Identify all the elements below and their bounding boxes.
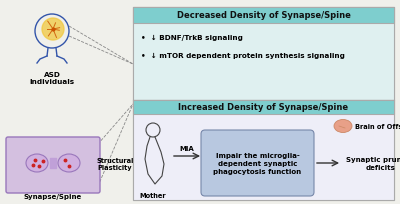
- Ellipse shape: [26, 154, 48, 172]
- Text: Decreased Density of Synapse/Spine: Decreased Density of Synapse/Spine: [176, 11, 350, 20]
- Text: •  ↓ BDNF/TrkB signaling: • ↓ BDNF/TrkB signaling: [141, 35, 243, 41]
- FancyBboxPatch shape: [133, 101, 394, 114]
- FancyBboxPatch shape: [6, 137, 100, 193]
- Text: Structural
Plasticity: Structural Plasticity: [96, 158, 134, 171]
- Text: •  ↓ mTOR dependent protein synthesis signaling: • ↓ mTOR dependent protein synthesis sig…: [141, 53, 345, 59]
- Text: Brain of Offspring: Brain of Offspring: [355, 123, 400, 129]
- Text: Increased Density of Synapse/Spine: Increased Density of Synapse/Spine: [178, 103, 348, 112]
- Text: Mother: Mother: [140, 192, 166, 198]
- Text: Synaptic pruning
deficits: Synaptic pruning deficits: [346, 156, 400, 170]
- Text: ASD
Individuals: ASD Individuals: [30, 72, 74, 85]
- FancyBboxPatch shape: [133, 101, 394, 200]
- FancyBboxPatch shape: [133, 8, 394, 101]
- Circle shape: [42, 19, 64, 41]
- FancyBboxPatch shape: [201, 130, 314, 196]
- FancyBboxPatch shape: [133, 8, 394, 200]
- Text: Synapse/Spine: Synapse/Spine: [24, 193, 82, 199]
- Text: MIA: MIA: [180, 145, 194, 151]
- Ellipse shape: [58, 154, 80, 172]
- FancyBboxPatch shape: [133, 8, 394, 24]
- Ellipse shape: [334, 120, 352, 133]
- Text: Impair the microglia-
dependent synaptic
phagocytosis function: Impair the microglia- dependent synaptic…: [214, 152, 302, 174]
